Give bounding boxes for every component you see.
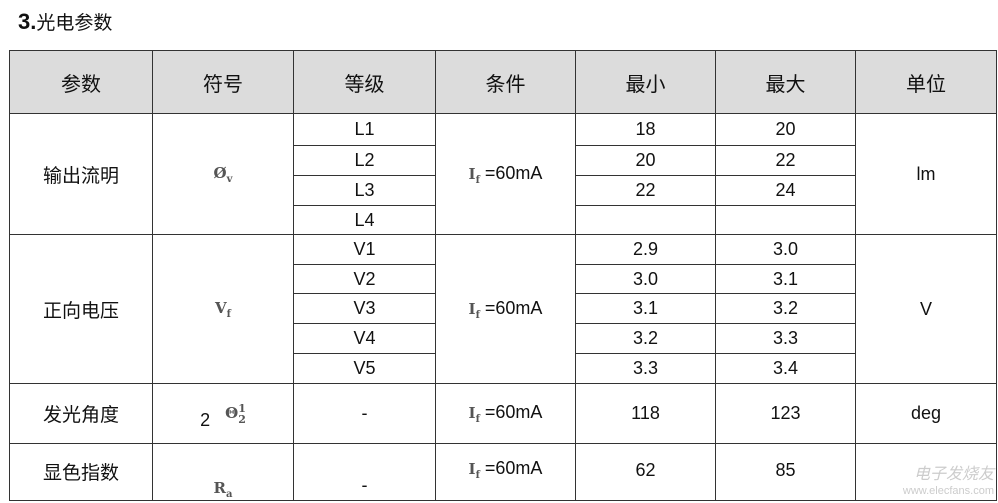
- min-cell: 3.1: [575, 293, 716, 324]
- min-cell: 3.2: [575, 323, 716, 354]
- min-cell: 18: [575, 113, 716, 146]
- max-cell: 85: [715, 443, 856, 501]
- max-cell: 3.1: [715, 264, 856, 294]
- condition-cell: If =60mA: [435, 113, 576, 235]
- table-row: V2 3.0 3.1: [10, 264, 997, 294]
- section-title: 3.光电参数: [18, 9, 113, 34]
- condition-cell: If =60mA: [435, 234, 576, 384]
- grade-cell: V3: [293, 293, 436, 324]
- max-cell: 3.3: [715, 323, 856, 354]
- table-row: 发光角度 2 Θ1 2 - If =60mA 118 123 deg: [9, 383, 997, 444]
- header-param: 参数: [9, 50, 153, 114]
- header-grade: 等级: [293, 50, 436, 114]
- optoelectronic-params-table: 参数 符号 等级 条件 最小 最大 单位 输出流明 Øv L1 If =60mA…: [9, 50, 997, 501]
- max-cell: 22: [715, 145, 856, 176]
- grade-cell: L3: [293, 175, 436, 206]
- table-row: V3 3.1 3.2: [10, 293, 997, 324]
- grade-cell: V5: [293, 353, 436, 384]
- header-min: 最小: [575, 50, 716, 114]
- max-cell: 3.0: [715, 234, 856, 265]
- header-symbol: 符号: [152, 50, 294, 114]
- table-row: L3 22 24: [10, 175, 997, 206]
- unit-cell: [855, 443, 997, 501]
- condition-cell: If =60mA: [435, 383, 576, 444]
- symbol-cell: Ra: [152, 443, 294, 501]
- symbol-cell: 2 Θ1 2: [152, 383, 294, 444]
- min-cell: 2.9: [575, 234, 716, 265]
- header-condition: 条件: [435, 50, 576, 114]
- max-cell: [715, 205, 856, 235]
- grade-cell: -: [293, 443, 436, 501]
- max-cell: 20: [715, 113, 856, 146]
- max-cell: 123: [715, 383, 856, 444]
- max-cell: 3.2: [715, 293, 856, 324]
- param-cell: 发光角度: [9, 383, 153, 444]
- min-cell: 3.0: [575, 264, 716, 294]
- watermark-logo: 电子发烧友 www.elecfans.com: [902, 466, 994, 498]
- max-cell: 3.4: [715, 353, 856, 384]
- min-cell: 3.3: [575, 353, 716, 384]
- condition-cell: If =60mA: [435, 443, 576, 501]
- symbol-cell: Vf: [152, 234, 294, 384]
- table-row: 输出流明 Øv L1 If =60mA 18 20 lm: [9, 113, 997, 235]
- symbol-cell: Øv: [152, 113, 294, 235]
- unit-cell: deg: [855, 383, 997, 444]
- header-row: 参数 符号 等级 条件 最小 最大 单位: [9, 50, 997, 114]
- unit-cell: V: [855, 234, 997, 384]
- min-cell: 118: [575, 383, 716, 444]
- unit-cell: lm: [855, 113, 997, 235]
- table-row: L4: [10, 205, 997, 235]
- grade-cell: V4: [293, 323, 436, 354]
- min-cell: 22: [575, 175, 716, 206]
- table-row: 显色指数 Ra - If =60mA 62 85: [9, 443, 997, 501]
- grade-cell: V2: [293, 264, 436, 294]
- table-row: V5 3.3 3.4: [10, 353, 997, 384]
- grade-cell: V1: [293, 234, 436, 265]
- header-unit: 单位: [855, 50, 997, 114]
- grade-cell: -: [293, 383, 436, 444]
- max-cell: 24: [715, 175, 856, 206]
- min-cell: 62: [575, 443, 716, 501]
- min-cell: [575, 205, 716, 235]
- header-max: 最大: [715, 50, 856, 114]
- grade-cell: L1: [293, 113, 436, 146]
- param-cell: 显色指数: [9, 443, 153, 501]
- param-cell: 输出流明: [9, 113, 153, 235]
- table-row: L2 20 22: [10, 145, 997, 176]
- grade-cell: L4: [293, 205, 436, 235]
- param-cell: 正向电压: [9, 234, 153, 384]
- table-row: 正向电压 Vf V1 If =60mA 2.9 3.0 V: [9, 234, 997, 384]
- min-cell: 20: [575, 145, 716, 176]
- grade-cell: L2: [293, 145, 436, 176]
